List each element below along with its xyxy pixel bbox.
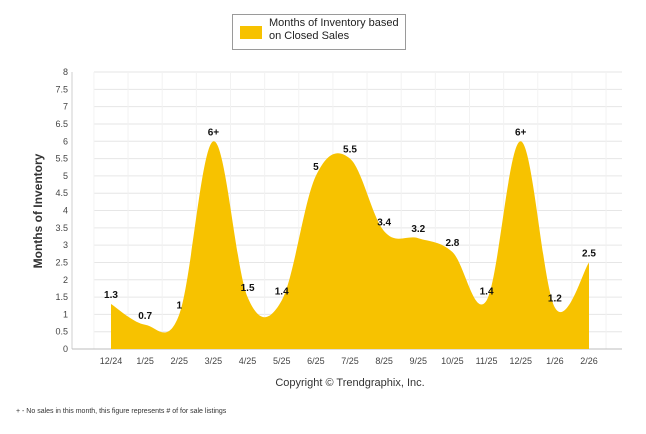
x-tick-label: 5/25 bbox=[273, 356, 291, 366]
y-tick-label: 7 bbox=[63, 102, 68, 112]
y-tick-label: 5.5 bbox=[55, 154, 68, 164]
y-tick-label: 2 bbox=[63, 275, 68, 285]
data-label: 1.2 bbox=[548, 293, 562, 304]
data-label: 0.7 bbox=[138, 311, 152, 322]
x-tick-label: 1/25 bbox=[136, 356, 154, 366]
area-series bbox=[111, 141, 589, 349]
data-label: 1.3 bbox=[104, 290, 118, 301]
y-tick-label: 2.5 bbox=[55, 257, 68, 267]
x-tick-label: 1/26 bbox=[546, 356, 564, 366]
legend-label: Months of Inventory based on Closed Sale… bbox=[269, 17, 399, 42]
copyright-text: Copyright © Trendgraphix, Inc. bbox=[275, 377, 425, 389]
data-label: 1.4 bbox=[275, 287, 289, 298]
data-label: 6+ bbox=[208, 127, 220, 138]
y-tick-label: 5 bbox=[63, 171, 68, 181]
data-label: 1.4 bbox=[480, 287, 494, 298]
legend-swatch bbox=[240, 26, 262, 39]
y-tick-label: 0.5 bbox=[55, 327, 68, 337]
data-label: 3.2 bbox=[411, 224, 425, 235]
area-fill bbox=[111, 141, 589, 349]
y-axis-ticks: 0 0.5 1 1.5 2 2.5 3 3.5 4 4.5 5 5.5 6 6.5 7 7.5 8 bbox=[55, 67, 68, 354]
y-tick-label: 3.5 bbox=[55, 223, 68, 233]
y-tick-label: 1.5 bbox=[55, 292, 68, 302]
y-tick-label: 0 bbox=[63, 344, 68, 354]
y-tick-label: 6 bbox=[63, 136, 68, 146]
y-tick-label: 4 bbox=[63, 206, 68, 216]
x-tick-label: 4/25 bbox=[239, 356, 257, 366]
y-tick-label: 8 bbox=[63, 67, 68, 77]
x-tick-label: 8/25 bbox=[375, 356, 393, 366]
data-label: 2.5 bbox=[582, 248, 596, 259]
data-label: 3.4 bbox=[377, 217, 391, 228]
data-label: 1.5 bbox=[241, 283, 255, 294]
data-label: 5 bbox=[313, 162, 319, 173]
data-label: 6+ bbox=[515, 127, 527, 138]
y-tick-label: 6.5 bbox=[55, 119, 68, 129]
legend: Months of Inventory based on Closed Sale… bbox=[232, 14, 406, 50]
data-label: 1 bbox=[177, 300, 183, 311]
x-tick-label: 6/25 bbox=[307, 356, 325, 366]
data-labels: 1.3 0.7 1 6+ 1.5 1.4 5 5.5 3.4 3.2 2.8 1.4 6+ 1.2 2.5 bbox=[104, 127, 596, 322]
x-axis-ticks: 12/24 1/25 2/25 3/25 4/25 5/25 6/25 7/25 8/25 9/2… bbox=[100, 356, 598, 366]
footnote-text: + - No sales in this month, this figure … bbox=[16, 408, 227, 415]
x-tick-label: 10/25 bbox=[441, 356, 464, 366]
x-tick-label: 2/26 bbox=[580, 356, 598, 366]
y-tick-label: 3 bbox=[63, 240, 68, 250]
x-tick-label: 12/24 bbox=[100, 356, 123, 366]
x-tick-label: 9/25 bbox=[410, 356, 428, 366]
data-label: 5.5 bbox=[343, 145, 357, 156]
x-tick-label: 3/25 bbox=[205, 356, 223, 366]
y-tick-label: 7.5 bbox=[55, 84, 68, 94]
x-tick-label: 12/25 bbox=[509, 356, 532, 366]
y-axis-title: Months of Inventory bbox=[31, 153, 45, 269]
x-tick-label: 7/25 bbox=[341, 356, 359, 366]
x-tick-label: 2/25 bbox=[171, 356, 189, 366]
y-tick-label: 1 bbox=[63, 309, 68, 319]
data-label: 2.8 bbox=[445, 238, 459, 249]
y-tick-label: 4.5 bbox=[55, 188, 68, 198]
x-tick-label: 11/25 bbox=[476, 356, 498, 366]
